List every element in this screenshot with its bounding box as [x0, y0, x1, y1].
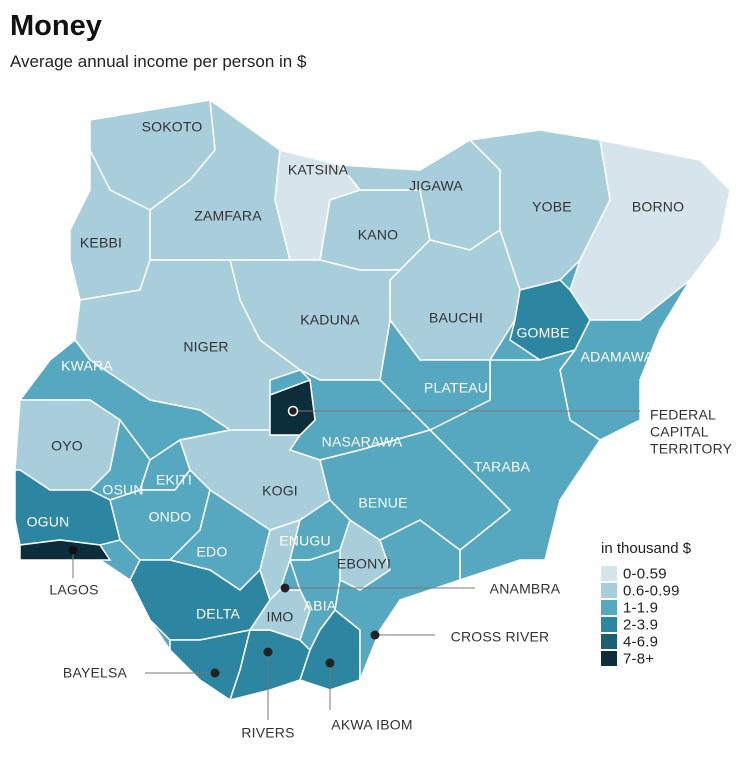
legend-label: 1-1.9	[623, 599, 659, 617]
leader-dot	[325, 658, 335, 668]
state-label: YOBE	[532, 198, 572, 215]
state-label: BENUE	[358, 494, 408, 511]
state-label: ONDO	[148, 508, 192, 525]
state-label: GOMBE	[516, 324, 570, 341]
subtitle: Average annual income per person in $	[10, 52, 307, 71]
state-region	[14, 469, 121, 546]
state-label: BORNO	[631, 198, 685, 215]
legend-label: 2-3.9	[623, 616, 659, 634]
legend-label: 0-0.59	[623, 565, 667, 583]
state-label: JIGAWA	[409, 177, 463, 194]
legend-swatch	[601, 651, 617, 666]
legend-label: 7-8+	[623, 650, 655, 668]
state-label: RIVERS	[241, 724, 295, 741]
state-label: KWARA	[61, 357, 113, 374]
legend-swatch	[601, 566, 617, 581]
state-label: ZAMFARA	[194, 207, 262, 224]
legend-label: 4-6.9	[623, 633, 659, 651]
state-label: ADAMAWA	[580, 348, 654, 365]
state-label: KATSINA	[287, 161, 349, 178]
leader-dot	[210, 668, 220, 678]
state-label: DELTA	[195, 605, 241, 622]
state-label: IMO	[266, 608, 294, 625]
leader-dot	[287, 405, 299, 417]
leader-dot	[280, 583, 290, 593]
state-label: KADUNA	[300, 311, 360, 328]
state-label: AKWA IBOM	[331, 716, 413, 733]
legend-swatch	[601, 583, 617, 598]
state-label: EKITI	[155, 471, 193, 488]
state-label: PLATEAU	[423, 379, 489, 396]
state-label: LAGOS	[49, 581, 99, 598]
legend-swatch	[601, 634, 617, 649]
state-label: EDO	[196, 543, 228, 560]
state-label: KOGI	[262, 482, 298, 499]
legend-swatch	[601, 600, 617, 615]
state-label: TARABA	[473, 458, 531, 475]
state-label: EBONYI	[336, 555, 392, 572]
leader-dot	[263, 647, 273, 657]
state-label: OGUN	[26, 513, 70, 530]
state-label: OYO	[51, 437, 83, 454]
state-label: KANO	[357, 226, 399, 243]
state-label: NASARAWA	[321, 433, 403, 450]
leader-dot	[68, 545, 78, 555]
state-label: SOKOTO	[141, 118, 203, 135]
state-region	[334, 519, 461, 681]
leader-dot	[370, 630, 380, 640]
state-region	[19, 539, 112, 561]
state-label: BAUCHI	[428, 309, 484, 326]
state-label: ABIA	[303, 597, 337, 614]
state-label: CROSS RIVER	[450, 628, 550, 645]
state-label: FEDERAL CAPITAL TERRITORY	[650, 406, 733, 457]
legend-title: in thousand $	[601, 540, 692, 557]
state-label: KEBBI	[79, 234, 123, 251]
state-label: ANAMBRA	[489, 580, 561, 597]
state-label: ENUGU	[279, 532, 331, 549]
state-label: NIGER	[183, 338, 229, 355]
title: Money	[10, 10, 102, 42]
state-region	[319, 429, 512, 551]
legend-swatch	[601, 617, 617, 632]
state-label: BAYELSA	[62, 664, 128, 681]
legend-label: 0.6-0.99	[623, 582, 680, 600]
state-label: OSUN	[102, 481, 144, 498]
